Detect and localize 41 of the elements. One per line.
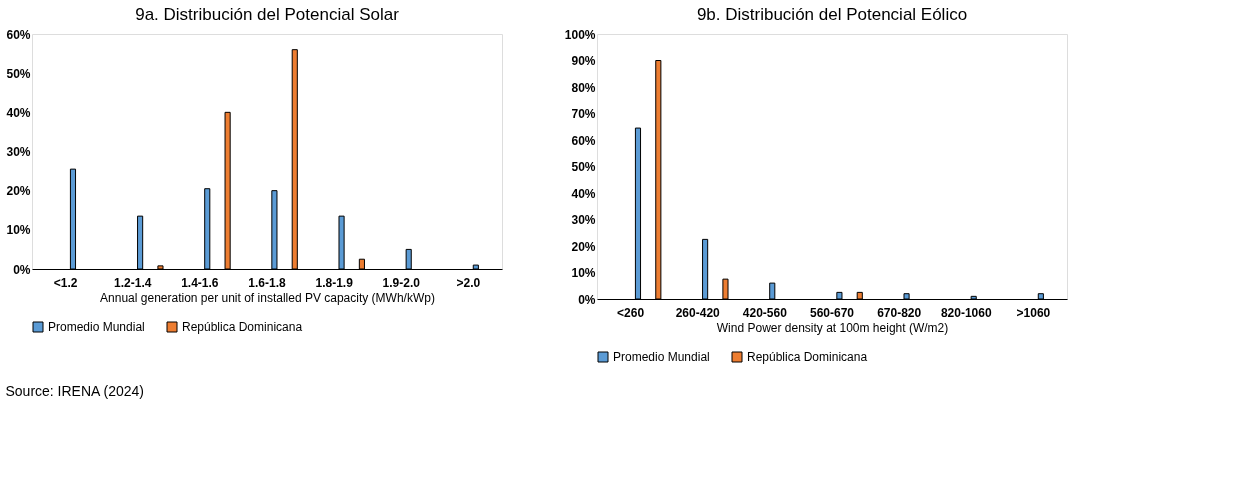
chart-title: 9b. Distribución del Potencial Eólico [696,5,968,24]
y-tick-label: 10% [6,223,31,238]
y-tick-label: 90% [571,54,596,68]
x-tick-label: 1.4-1.6 [181,275,219,290]
legend-label: Promedio Mundial [48,320,145,334]
legend-label: República Dominicana [747,350,868,364]
y-tick-label: 30% [571,213,596,227]
y-tick-label: 100% [564,27,596,42]
x-tick-label: 1.2-1.4 [114,275,152,290]
x-tick-label: 1.9-2.0 [382,275,421,290]
x-tick-label: <260 [617,305,645,320]
y-tick-label: 50% [6,66,31,81]
y-tick-label: 80% [571,80,596,95]
source-note: Source: IRENA (2024) [5,382,144,399]
x-tick-label: 670-820 [877,305,922,320]
y-tick-label: 20% [571,239,596,254]
y-tick-label: 0% [13,262,31,277]
x-axis-title: Annual generation per unit of installed PV capacity (MWh/kWp) [100,290,435,305]
x-tick-label: >2.0 [456,275,481,290]
y-tick-label: 70% [571,107,596,121]
y-tick-label: 40% [6,105,31,120]
x-tick-label: 820-1060 [940,305,992,320]
x-axis-title: Wind Power density at 100m height (W/m2) [716,320,949,335]
legend-label: Promedio Mundial [613,350,710,364]
y-tick-label: 20% [6,184,31,199]
y-tick-label: 50% [571,160,596,174]
x-tick-label: 420-560 [742,305,788,320]
chart-title: 9a. Distribución del Potencial Solar [135,5,400,24]
x-tick-label: >1060 [1016,305,1051,320]
legend-label: República Dominicana [182,320,303,334]
x-tick-label: <1.2 [53,275,78,290]
x-tick-label: 1.8-1.9 [315,275,354,290]
y-tick-label: 40% [571,186,596,201]
x-tick-label: 260-420 [675,305,721,320]
y-tick-label: 60% [571,133,596,148]
y-tick-label: 0% [578,292,596,307]
x-tick-label: 560-670 [809,305,855,320]
y-tick-label: 30% [6,145,31,159]
y-tick-label: 60% [6,27,31,42]
y-tick-label: 10% [571,266,596,280]
x-tick-label: 1.6-1.8 [248,275,287,290]
